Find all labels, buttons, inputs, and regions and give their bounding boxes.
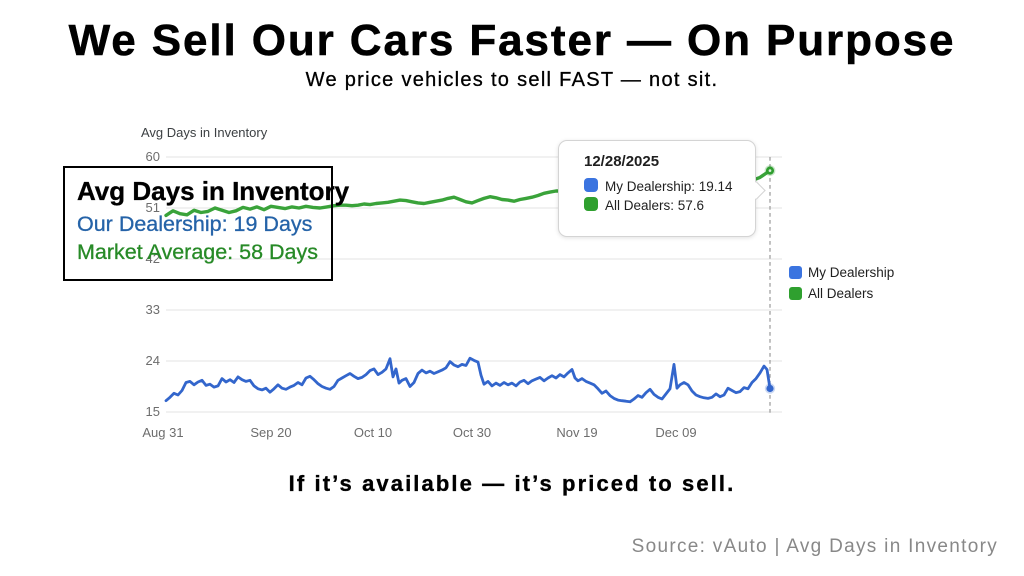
svg-text:Oct 30: Oct 30 (453, 425, 491, 440)
svg-text:Nov 19: Nov 19 (556, 425, 597, 440)
svg-text:Avg Days in Inventory: Avg Days in Inventory (141, 125, 268, 140)
svg-text:51: 51 (146, 200, 160, 215)
svg-text:33: 33 (146, 302, 160, 317)
svg-text:Dec 09: Dec 09 (655, 425, 696, 440)
svg-text:60: 60 (146, 149, 160, 164)
svg-text:Aug 31: Aug 31 (142, 425, 183, 440)
svg-text:Oct 10: Oct 10 (354, 425, 392, 440)
svg-text:42: 42 (146, 251, 160, 266)
svg-text:24: 24 (146, 353, 160, 368)
svg-text:15: 15 (146, 404, 160, 419)
svg-text:Sep 20: Sep 20 (250, 425, 291, 440)
